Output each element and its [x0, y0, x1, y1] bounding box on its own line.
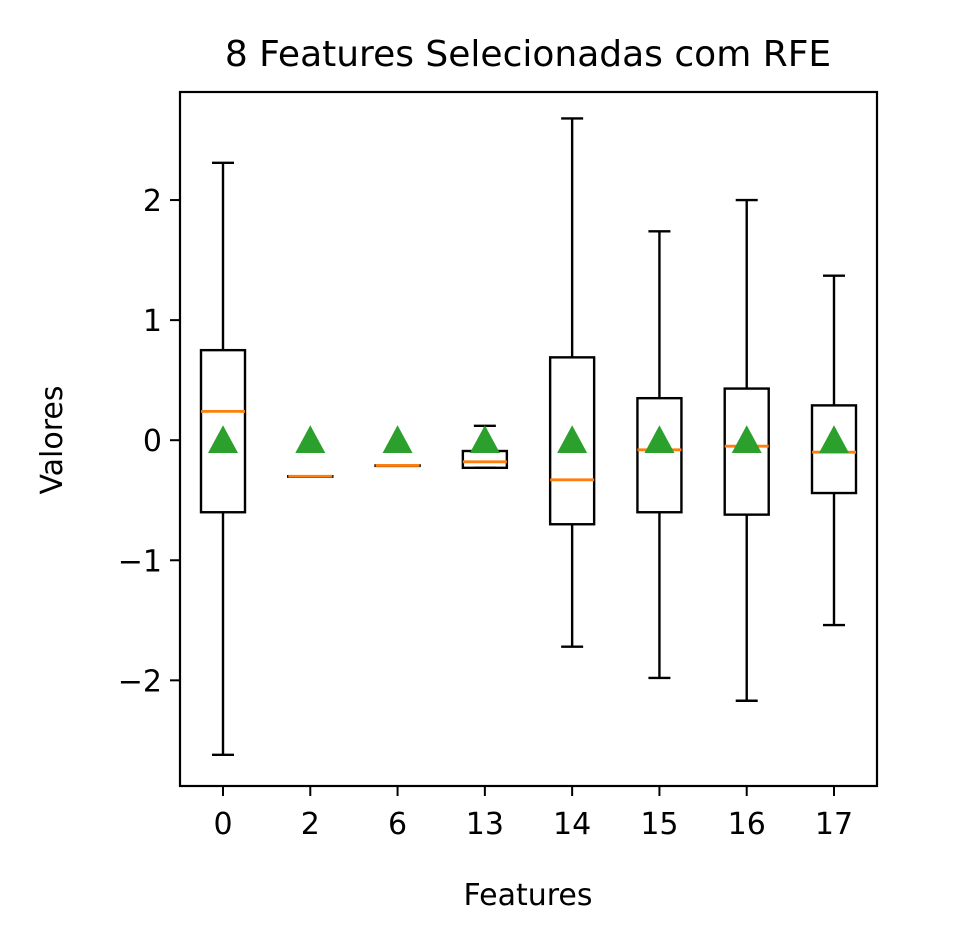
- mean-marker: [731, 425, 762, 453]
- y-tick-label: 0: [143, 424, 162, 459]
- y-axis: 2 1 0 −1 −2: [118, 184, 180, 699]
- mean-marker: [295, 425, 326, 453]
- box-group-2: [287, 425, 334, 478]
- box-iqr: [636, 396, 683, 514]
- y-tick-label: −1: [118, 544, 162, 579]
- x-tick-label: 14: [553, 807, 591, 842]
- x-tick-label: 17: [815, 807, 853, 842]
- mean-marker: [557, 425, 588, 453]
- box-iqr: [461, 449, 509, 470]
- box-group-15: [636, 230, 683, 680]
- mean-marker: [382, 425, 413, 453]
- y-tick-label: −2: [118, 664, 162, 699]
- box-group-6: [374, 425, 421, 468]
- box-iqr: [810, 404, 858, 495]
- box-iqr: [548, 356, 596, 526]
- plot-area: [199, 117, 858, 756]
- x-axis-label: Features: [464, 878, 593, 913]
- mean-marker: [644, 425, 675, 453]
- x-tick-label: 15: [640, 807, 678, 842]
- mean-marker: [208, 425, 238, 453]
- y-axis-label: Valores: [35, 385, 70, 494]
- box-group-16: [723, 198, 770, 702]
- plot-frame: [178, 90, 879, 788]
- box-group-13: [461, 424, 509, 470]
- y-tick-label: 1: [143, 304, 162, 339]
- y-tick-label: 2: [143, 184, 162, 219]
- x-tick-label: 2: [301, 807, 320, 842]
- x-tick-label: 16: [728, 807, 766, 842]
- box-group-17: [810, 274, 858, 627]
- mean-marker: [469, 425, 500, 453]
- box-iqr: [723, 387, 770, 516]
- box-iqr: [199, 348, 247, 514]
- box-group-0: [199, 161, 247, 756]
- x-tick-label: 0: [213, 807, 232, 842]
- x-axis: 0 2 6 13 14 15 16 17: [213, 786, 853, 842]
- x-tick-label: 13: [466, 807, 504, 842]
- chart-title: 8 Features Selecionadas com RFE: [225, 34, 831, 75]
- box-group-14: [548, 117, 596, 648]
- x-tick-label: 6: [388, 807, 407, 842]
- mean-marker: [819, 425, 849, 453]
